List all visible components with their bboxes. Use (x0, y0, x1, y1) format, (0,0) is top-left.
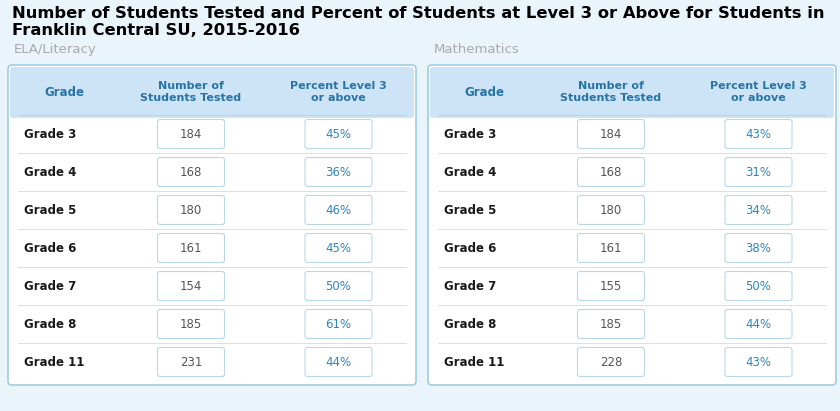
FancyBboxPatch shape (725, 157, 792, 187)
Text: Grade 4: Grade 4 (24, 166, 76, 178)
Text: 45%: 45% (326, 127, 351, 141)
Text: 44%: 44% (745, 318, 772, 330)
Text: 180: 180 (600, 203, 622, 217)
FancyBboxPatch shape (305, 196, 372, 224)
FancyBboxPatch shape (158, 120, 224, 148)
Text: Grade: Grade (465, 85, 505, 99)
Text: Grade 6: Grade 6 (444, 242, 496, 254)
Text: Percent Level 3
or above: Percent Level 3 or above (710, 81, 807, 104)
FancyBboxPatch shape (158, 272, 224, 300)
Text: 46%: 46% (325, 203, 352, 217)
Text: 50%: 50% (326, 279, 351, 293)
Text: 154: 154 (180, 279, 202, 293)
Text: 161: 161 (180, 242, 202, 254)
FancyBboxPatch shape (578, 196, 644, 224)
FancyBboxPatch shape (725, 196, 792, 224)
Text: Number of
Students Tested: Number of Students Tested (560, 81, 662, 104)
Text: 168: 168 (600, 166, 622, 178)
Text: Grade 8: Grade 8 (444, 318, 496, 330)
Text: 38%: 38% (746, 242, 771, 254)
FancyBboxPatch shape (158, 347, 224, 376)
Text: Grade 4: Grade 4 (444, 166, 496, 178)
Text: Grade 11: Grade 11 (444, 356, 504, 369)
Text: Grade 5: Grade 5 (24, 203, 76, 217)
Text: 168: 168 (180, 166, 202, 178)
FancyBboxPatch shape (305, 157, 372, 187)
FancyBboxPatch shape (578, 233, 644, 263)
FancyBboxPatch shape (158, 309, 224, 339)
Text: ELA/Literacy: ELA/Literacy (14, 43, 97, 56)
FancyBboxPatch shape (578, 309, 644, 339)
Text: 161: 161 (600, 242, 622, 254)
FancyBboxPatch shape (430, 67, 834, 118)
FancyBboxPatch shape (158, 233, 224, 263)
FancyBboxPatch shape (305, 272, 372, 300)
Text: 31%: 31% (746, 166, 771, 178)
Text: 44%: 44% (325, 356, 352, 369)
Text: 61%: 61% (325, 318, 352, 330)
Text: 184: 184 (600, 127, 622, 141)
FancyBboxPatch shape (428, 65, 836, 385)
FancyBboxPatch shape (725, 272, 792, 300)
FancyBboxPatch shape (578, 272, 644, 300)
Text: Franklin Central SU, 2015-2016: Franklin Central SU, 2015-2016 (12, 23, 300, 38)
Text: Grade 7: Grade 7 (24, 279, 76, 293)
FancyBboxPatch shape (8, 65, 416, 385)
Text: 185: 185 (180, 318, 202, 330)
FancyBboxPatch shape (578, 120, 644, 148)
Text: Grade 6: Grade 6 (24, 242, 76, 254)
FancyBboxPatch shape (578, 157, 644, 187)
FancyBboxPatch shape (158, 157, 224, 187)
FancyBboxPatch shape (725, 233, 792, 263)
Text: Grade 7: Grade 7 (444, 279, 496, 293)
FancyBboxPatch shape (10, 67, 414, 118)
Text: 36%: 36% (326, 166, 351, 178)
Text: 185: 185 (600, 318, 622, 330)
Text: Percent Level 3
or above: Percent Level 3 or above (290, 81, 387, 104)
Text: 184: 184 (180, 127, 202, 141)
Text: 180: 180 (180, 203, 202, 217)
Text: Grade 8: Grade 8 (24, 318, 76, 330)
FancyBboxPatch shape (305, 309, 372, 339)
Text: 228: 228 (600, 356, 622, 369)
FancyBboxPatch shape (158, 196, 224, 224)
Text: Grade: Grade (45, 85, 85, 99)
Text: Grade 5: Grade 5 (444, 203, 496, 217)
Text: Grade 3: Grade 3 (24, 127, 76, 141)
Text: Grade 3: Grade 3 (444, 127, 496, 141)
Text: Grade 11: Grade 11 (24, 356, 84, 369)
Text: Mathematics: Mathematics (434, 43, 520, 56)
Text: 231: 231 (180, 356, 202, 369)
Text: 45%: 45% (326, 242, 351, 254)
FancyBboxPatch shape (578, 347, 644, 376)
Text: Number of Students Tested and Percent of Students at Level 3 or Above for Studen: Number of Students Tested and Percent of… (12, 6, 825, 21)
FancyBboxPatch shape (725, 120, 792, 148)
Text: 34%: 34% (746, 203, 771, 217)
Text: 50%: 50% (746, 279, 771, 293)
Text: 43%: 43% (746, 127, 771, 141)
Text: 43%: 43% (746, 356, 771, 369)
Text: Number of
Students Tested: Number of Students Tested (140, 81, 242, 104)
Text: 155: 155 (600, 279, 622, 293)
FancyBboxPatch shape (305, 347, 372, 376)
FancyBboxPatch shape (725, 309, 792, 339)
FancyBboxPatch shape (725, 347, 792, 376)
FancyBboxPatch shape (305, 120, 372, 148)
FancyBboxPatch shape (305, 233, 372, 263)
